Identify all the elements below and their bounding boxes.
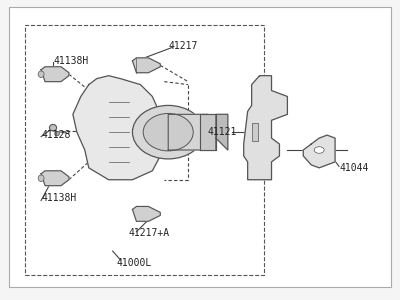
Polygon shape [132, 206, 160, 221]
Polygon shape [244, 76, 287, 180]
Text: 41121: 41121 [208, 127, 237, 137]
Ellipse shape [38, 71, 44, 77]
Polygon shape [216, 114, 228, 150]
Polygon shape [303, 135, 335, 168]
Text: 41128: 41128 [41, 130, 70, 140]
Polygon shape [41, 67, 69, 82]
Ellipse shape [50, 124, 57, 131]
Text: 41138H: 41138H [41, 193, 76, 202]
Circle shape [132, 105, 204, 159]
Text: 41217: 41217 [168, 41, 198, 51]
Circle shape [143, 113, 193, 151]
Ellipse shape [55, 131, 59, 136]
Text: 41217+A: 41217+A [128, 228, 170, 238]
Bar [252, 123, 258, 141]
Ellipse shape [314, 147, 324, 153]
Polygon shape [168, 114, 216, 150]
Text: 41000L: 41000L [116, 258, 152, 268]
Polygon shape [132, 58, 160, 73]
Text: 41044: 41044 [339, 163, 368, 173]
Polygon shape [200, 114, 216, 150]
Polygon shape [73, 76, 164, 180]
Bar [25, 25, 264, 275]
Text: 41138H: 41138H [53, 56, 88, 66]
Polygon shape [41, 171, 69, 186]
Ellipse shape [38, 175, 44, 181]
